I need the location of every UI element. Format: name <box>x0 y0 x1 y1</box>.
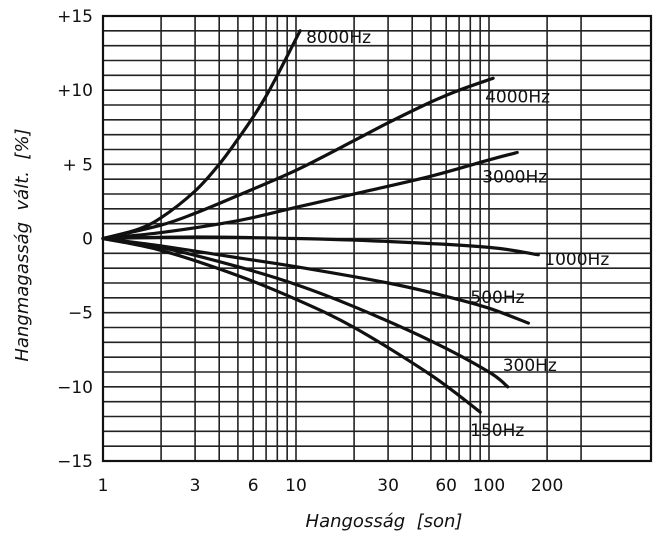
series-line-8000hz <box>101 29 302 241</box>
x-tick-label: 100 <box>473 476 505 496</box>
x-tick-label: 1 <box>98 476 109 496</box>
series-label-500hz: 500Hz <box>470 288 524 308</box>
x-tick-label: 60 <box>435 476 457 496</box>
series-line-150hz <box>101 236 482 414</box>
y-tick-label: +15 <box>57 7 93 27</box>
x-tick-label: 3 <box>190 476 201 496</box>
series-line-300hz <box>101 236 510 389</box>
x-axis-title: Hangosság [son] <box>306 511 463 532</box>
series-label-3000hz: 3000Hz <box>482 167 547 187</box>
series-line-3000hz <box>101 150 519 241</box>
y-tick-labels: +15 +10 + 5 0 −5 −10 −15 <box>57 7 93 472</box>
y-tick-label: 0 <box>82 230 93 250</box>
series-label-8000hz: 8000Hz <box>306 28 371 48</box>
series-curves <box>101 29 540 414</box>
series-line-1000hz <box>101 235 540 257</box>
y-tick-label: −10 <box>57 378 93 398</box>
series-line-500hz <box>101 236 530 325</box>
y-tick-label: +10 <box>57 81 93 101</box>
y-tick-label: −5 <box>68 304 93 324</box>
series-labels: 8000Hz 4000Hz 3000Hz 1000Hz 500Hz 300Hz 150Hz <box>306 28 609 441</box>
series-label-4000hz: 4000Hz <box>485 87 550 107</box>
x-tick-label: 30 <box>377 476 399 496</box>
y-tick-label: + 5 <box>63 155 93 175</box>
series-label-300hz: 300Hz <box>503 356 557 376</box>
x-tick-labels: 1 3 6 10 30 60 100 200 <box>98 476 564 496</box>
y-tick-label: −15 <box>57 452 93 472</box>
series-label-1000hz: 1000Hz <box>544 250 609 270</box>
series-label-150hz: 150Hz <box>470 421 524 441</box>
y-axis-title: Hangmagasság vált. [%] <box>12 128 33 361</box>
x-tick-label: 6 <box>248 476 259 496</box>
x-tick-label: 10 <box>285 476 307 496</box>
x-tick-label: 200 <box>531 476 563 496</box>
series-line-4000hz <box>101 76 495 241</box>
